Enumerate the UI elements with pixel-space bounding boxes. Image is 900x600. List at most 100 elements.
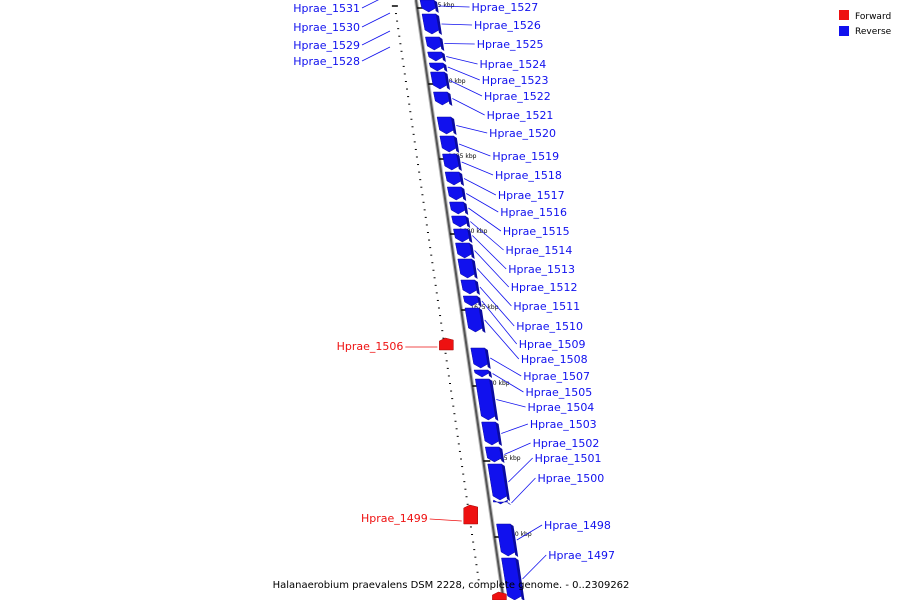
reverse-gene[interactable]: [473, 369, 493, 378]
gene-side-face: [510, 524, 519, 557]
reverse-gene[interactable]: [419, 0, 439, 13]
reverse-gene[interactable]: [439, 135, 460, 153]
gene-label-leader: [496, 399, 526, 408]
gene-label[interactable]: Hprae_1515: [503, 225, 570, 238]
gene-label[interactable]: Hprae_1528: [293, 55, 360, 68]
gene-block: [460, 279, 478, 295]
forward-gene[interactable]: Hprae_1506: [337, 337, 454, 353]
gene-label[interactable]: Hprae_1527: [472, 1, 539, 14]
gene-block: [425, 36, 442, 51]
gene-label[interactable]: Hprae_1519: [492, 150, 559, 163]
reverse-gene[interactable]: [436, 116, 457, 135]
gene-label-leader: [492, 373, 524, 393]
reverse-gene[interactable]: [453, 228, 473, 243]
gene-block: [442, 153, 460, 171]
reverse-gene[interactable]: [460, 279, 480, 295]
reverse-gene[interactable]: [449, 201, 469, 215]
tick-label: 1675 kbp: [470, 304, 498, 311]
gene-label[interactable]: Hprae_1513: [508, 263, 575, 276]
reverse-gene[interactable]: [444, 171, 465, 186]
gene-block: [481, 421, 500, 446]
gene-label[interactable]: Hprae_1522: [484, 90, 551, 103]
gene-label[interactable]: Hprae_1508: [521, 353, 588, 366]
gene-label[interactable]: Hprae_1498: [544, 519, 611, 532]
reverse-gene[interactable]: [484, 446, 505, 463]
legend-label-reverse: Reverse: [855, 27, 892, 37]
reverse-gene[interactable]: [501, 557, 525, 600]
gene-label[interactable]: Hprae_1511: [513, 300, 580, 313]
reverse-gene[interactable]: [427, 51, 446, 62]
gene-label[interactable]: Hprae_1501: [535, 452, 602, 465]
gene-block: [446, 186, 464, 201]
gene-label[interactable]: Hprae_1520: [489, 127, 556, 140]
gene-label-leader: [361, 30, 391, 46]
gene-label[interactable]: Hprae_1506: [337, 340, 404, 353]
reverse-gene[interactable]: [475, 378, 499, 421]
reverse-gene[interactable]: [428, 62, 448, 72]
gene-label[interactable]: Hprae_1514: [506, 244, 573, 257]
legend: Forward Reverse: [839, 10, 892, 37]
reverse-gene[interactable]: [457, 258, 478, 279]
gene-block: [439, 135, 457, 153]
gene-label[interactable]: Hprae_1500: [537, 472, 604, 485]
gene-label[interactable]: Hprae_1507: [523, 370, 590, 383]
gene-label[interactable]: Hprae_1512: [511, 281, 578, 294]
gene-label[interactable]: Hprae_1516: [500, 206, 567, 219]
reverse-gene[interactable]: [493, 499, 511, 505]
gene-side-face: [471, 259, 478, 279]
forward-gene-track: Hprae_1506 Hprae_1499: [337, 337, 507, 600]
gene-block: [428, 62, 445, 72]
reverse-gene[interactable]: [425, 36, 445, 51]
gene-label[interactable]: Hprae_1504: [528, 401, 595, 414]
reverse-gene[interactable]: [442, 153, 462, 171]
gene-label[interactable]: Hprae_1503: [530, 418, 597, 431]
gene-block: [453, 228, 470, 243]
gene-label[interactable]: Hprae_1510: [516, 320, 583, 333]
reverse-gene[interactable]: [496, 523, 519, 557]
genome-caption: Halanaerobium praevalens DSM 2228, compl…: [273, 580, 630, 591]
gene-label[interactable]: Hprae_1497: [548, 549, 615, 562]
tick-label: 1685 kbp: [448, 153, 476, 160]
reverse-gene[interactable]: [433, 91, 453, 106]
gene-block: [487, 463, 508, 501]
forward-gene[interactable]: Hprae_1499: [361, 504, 478, 525]
gene-label-leader: [470, 221, 504, 251]
gene-block: [473, 369, 490, 378]
gene-label[interactable]: Hprae_1509: [519, 338, 586, 351]
reverse-gene[interactable]: [481, 421, 502, 446]
reverse-gene[interactable]: [455, 242, 475, 259]
gene-block: [470, 347, 489, 369]
gene-block: [436, 116, 454, 135]
reverse-gene[interactable]: [462, 295, 482, 307]
gene-label[interactable]: Hprae_1524: [480, 58, 547, 71]
reverse-gene[interactable]: [464, 307, 486, 333]
forward-gene[interactable]: [492, 591, 507, 600]
gene-label[interactable]: Hprae_1526: [474, 19, 541, 32]
gene-label-leader: [490, 357, 522, 377]
gene-side-face: [444, 72, 450, 90]
gene-label[interactable]: Hprae_1530: [293, 21, 360, 34]
gene-label[interactable]: Hprae_1502: [533, 437, 600, 450]
gene-label-leader: [447, 66, 480, 81]
gene-label[interactable]: Hprae_1521: [487, 109, 554, 122]
gene-label[interactable]: Hprae_1499: [361, 512, 428, 525]
gene-label[interactable]: Hprae_1531: [293, 2, 360, 15]
reverse-gene[interactable]: [470, 347, 491, 369]
gene-label[interactable]: Hprae_1529: [293, 39, 360, 52]
gene-side-face: [456, 154, 462, 171]
gene-label-leader: [361, 0, 379, 9]
gene-label[interactable]: Hprae_1523: [482, 74, 549, 87]
left-gene-labels: Hprae_1531 Hprae_1530 Hprae_1529 Hprae_1528: [293, 0, 391, 68]
reverse-gene[interactable]: [421, 13, 442, 35]
reverse-gene[interactable]: [430, 71, 450, 90]
reverse-gene[interactable]: [451, 215, 471, 228]
gene-label[interactable]: Hprae_1518: [495, 169, 562, 182]
tick-label: 1695 kbp: [426, 2, 454, 9]
gene-label[interactable]: Hprae_1505: [525, 386, 592, 399]
gene-label[interactable]: Hprae_1525: [477, 38, 544, 51]
gene-label[interactable]: Hprae_1517: [498, 189, 565, 202]
gene-block: [493, 499, 508, 505]
reverse-gene[interactable]: [446, 186, 467, 201]
reverse-gene[interactable]: [487, 463, 510, 501]
